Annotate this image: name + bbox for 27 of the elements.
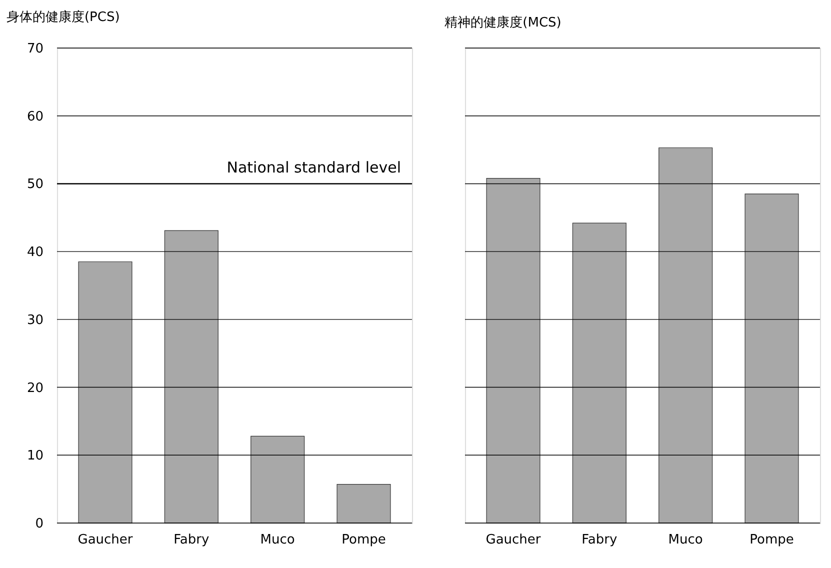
chart-title: 身体的健康度(PCS) — [6, 9, 120, 25]
ref-line-label: National standard level — [226, 158, 401, 177]
bar — [744, 194, 799, 524]
y-tick-label: 40 — [26, 245, 44, 260]
x-tick-label: Gaucher — [486, 532, 542, 548]
x-tick-label: Pompe — [750, 532, 794, 548]
bar — [250, 436, 305, 524]
bar — [486, 178, 540, 524]
y-tick-label: 20 — [26, 380, 44, 396]
x-tick-label: Pompe — [342, 532, 386, 548]
x-tick-label: Gaucher — [78, 532, 134, 548]
y-tick-label: 0 — [35, 516, 44, 532]
x-tick-label: Fabry — [174, 532, 210, 548]
y-tick-label: 50 — [26, 177, 44, 192]
bar — [336, 484, 391, 524]
y-tick-label: 60 — [26, 109, 44, 124]
y-tick-label: 30 — [26, 312, 44, 328]
bar — [164, 230, 218, 524]
y-tick-label: 70 — [26, 42, 44, 56]
x-tick-label: Muco — [668, 532, 703, 548]
bar — [658, 147, 713, 524]
x-tick-label: Fabry — [582, 532, 618, 548]
chart-title: 精神的健康度(MCS) — [444, 14, 562, 31]
bar — [78, 261, 132, 524]
bar — [572, 222, 626, 524]
x-tick-label: Muco — [260, 532, 295, 548]
y-tick-label: 10 — [26, 448, 44, 464]
